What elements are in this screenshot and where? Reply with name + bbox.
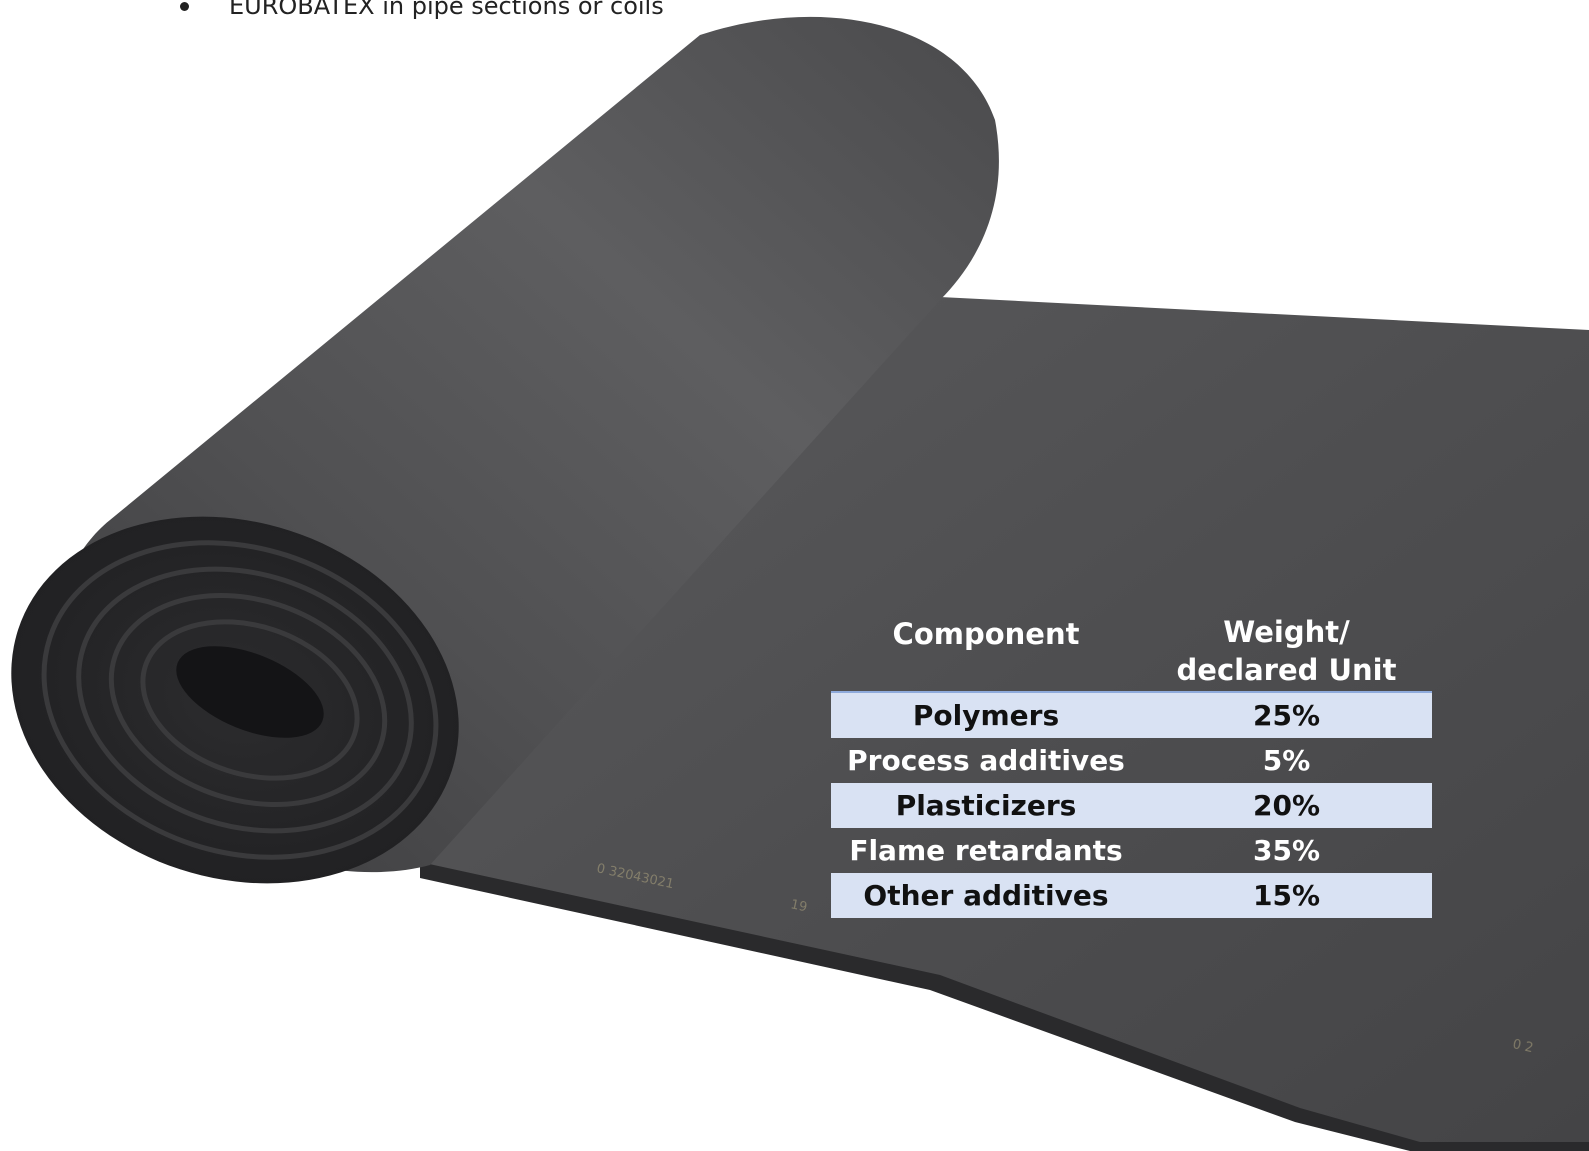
header-weight: Weight/ declared Unit [1141, 613, 1432, 691]
bullet-item: EUROBATEX in pipe sections or coils [180, 0, 664, 26]
bullet-text: EUROBATEX in pipe sections or coils [229, 0, 664, 20]
composition-table: Component Weight/ declared Unit Polymers… [831, 613, 1432, 918]
row-weight: 15% [1252, 879, 1321, 912]
row-component: Process additives [847, 744, 1125, 777]
header-component: Component [892, 617, 1080, 651]
svg-text:19: 19 [789, 897, 808, 915]
foam-roll-core [176, 646, 324, 738]
row-weight: 25% [1252, 699, 1321, 732]
table-header: Component Weight/ declared Unit [831, 613, 1432, 693]
row-component: Polymers [912, 699, 1060, 732]
row-component: Plasticizers [895, 789, 1077, 822]
row-weight: 35% [1252, 834, 1321, 867]
table-row: Polymers 25% [831, 693, 1432, 738]
svg-text:0 2: 0 2 [1511, 1037, 1534, 1056]
header-weight-line2: declared Unit [1176, 653, 1397, 687]
row-weight: 20% [1252, 789, 1321, 822]
row-weight: 5% [1262, 744, 1311, 777]
row-component: Flame retardants [849, 834, 1123, 867]
foam-sheet-edge [420, 862, 1589, 1151]
bullet-dot-icon [180, 1, 189, 11]
table-row: Process additives 5% [831, 738, 1432, 783]
row-component: Other additives [863, 879, 1109, 912]
header-weight-line1: Weight/ [1223, 615, 1350, 649]
table-row: Flame retardants 35% [831, 828, 1432, 873]
table-row: Plasticizers 20% [831, 783, 1432, 828]
table-row: Other additives 15% [831, 873, 1432, 918]
